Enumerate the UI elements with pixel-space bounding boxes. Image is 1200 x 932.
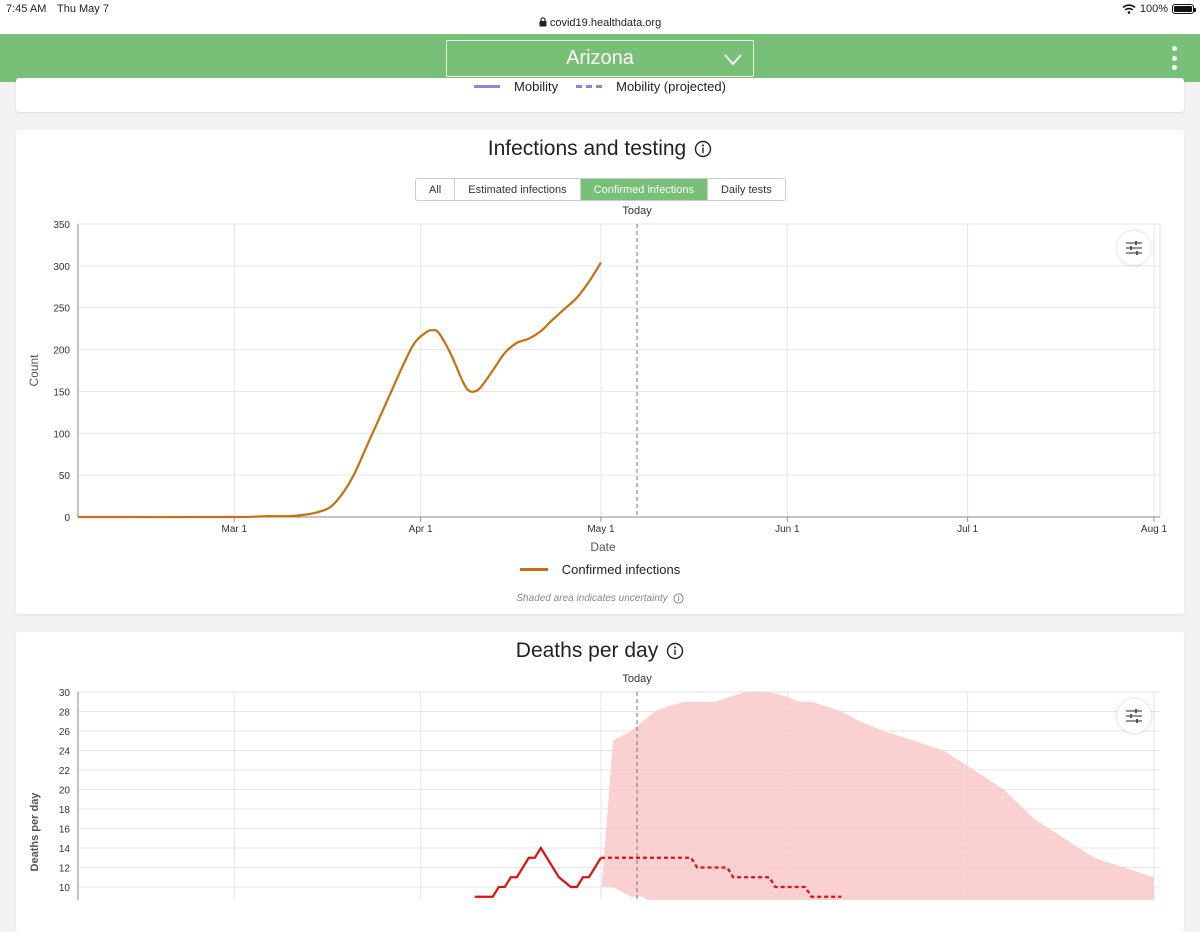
legend-mobility[interactable]: Mobility	[474, 79, 558, 94]
x-tick-label: Jun 1	[775, 524, 800, 535]
deaths-title: Deaths per day	[16, 639, 1184, 663]
status-right: 100%	[1122, 3, 1196, 15]
y-axis-title: Count	[27, 354, 41, 387]
info-icon[interactable]	[673, 593, 684, 604]
y-tick-label: 0	[64, 513, 70, 524]
x-tick-label: Mar 1	[222, 524, 248, 535]
more-menu-icon[interactable]	[1170, 46, 1178, 70]
address-bar[interactable]: covid19.healthdata.org	[0, 17, 1200, 29]
deaths-chart: 10 12 14 16 18 20 22 24 26 28 30 Today Deaths per da…	[29, 673, 1160, 900]
top-nav-bar: Arizona	[0, 34, 1200, 82]
lock-icon	[539, 17, 547, 27]
infections-legend: Confirmed infections	[16, 562, 1184, 577]
infections-title: Infections and testing	[16, 137, 1184, 161]
today-label: Today	[622, 205, 652, 217]
y-tick-label: 30	[59, 688, 71, 699]
y-tick-label: 50	[59, 471, 71, 482]
infections-card: Infections and testing All Estimated inf…	[16, 130, 1184, 614]
y-axis-title: Deaths per day	[29, 792, 41, 872]
y-tick-label: 16	[59, 825, 71, 836]
chart-settings-button[interactable]	[1117, 699, 1151, 733]
today-label: Today	[622, 673, 652, 685]
series-confirmed-infections	[77, 261, 602, 519]
sliders-icon	[1126, 241, 1142, 255]
status-day: Thu May 7	[57, 3, 109, 15]
x-tick-label: Aug 1	[1141, 524, 1168, 535]
wifi-icon	[1122, 4, 1136, 14]
x-tick-label: Apr 1	[409, 524, 433, 535]
tab-daily-tests[interactable]: Daily tests	[707, 179, 785, 200]
y-tick-label: 300	[53, 262, 70, 273]
x-tick-label: Jul 1	[957, 524, 979, 535]
y-tick-label: 20	[59, 786, 71, 797]
chart-settings-button[interactable]	[1117, 231, 1151, 265]
series-projected-deaths	[600, 856, 842, 898]
y-tick-label: 350	[53, 220, 70, 231]
info-icon[interactable]	[694, 140, 712, 158]
uncertainty-band	[600, 692, 1154, 900]
info-icon[interactable]	[666, 642, 684, 660]
uncertainty-note: Shaded area indicates uncertainty	[16, 593, 1184, 604]
legend-swatch	[519, 568, 548, 571]
url-text: covid19.healthdata.org	[549, 17, 662, 29]
y-tick-label: 200	[53, 346, 70, 357]
y-tick-label: 10	[59, 883, 71, 894]
status-time: 7:45 AM	[6, 3, 47, 15]
infection-tabs: All Estimated infections Confirmed infec…	[415, 178, 786, 201]
legend-confirmed-infections[interactable]: Confirmed infections	[561, 562, 681, 577]
y-tick-label: 12	[59, 864, 71, 875]
chevron-down-icon	[724, 54, 742, 66]
y-tick-label: 28	[59, 708, 71, 719]
mobility-card: Mobility Mobility (projected)	[16, 78, 1184, 112]
y-tick-label: 22	[59, 766, 71, 777]
tab-confirmed-infections[interactable]: Confirmed infections	[580, 179, 708, 200]
y-tick-label: 24	[59, 747, 71, 758]
state-dropdown-value: Arizona	[566, 47, 634, 69]
x-tick-label: May 1	[587, 524, 615, 535]
battery-percent: 100%	[1139, 3, 1168, 15]
tab-all[interactable]: All	[416, 179, 456, 200]
y-tick-label: 26	[59, 727, 71, 738]
plot-area	[77, 223, 1161, 518]
deaths-card: Deaths per day 10 12 14 16 18 20 22 24 26 28 30 Tod…	[16, 632, 1184, 932]
series-observed-deaths	[474, 845, 602, 898]
legend-mobility-projected[interactable]: Mobility (projected)	[576, 79, 726, 94]
infections-chart: 0 50 100 150 200 250 300 350 Mar 1 Apr 1 May 1 Jun …	[27, 205, 1168, 554]
mobility-legend: Mobility Mobility (projected)	[16, 79, 1184, 94]
tab-estimated-infections[interactable]: Estimated infections	[455, 179, 581, 200]
state-dropdown[interactable]: Arizona	[446, 40, 754, 77]
status-bar: 7:45 AM Thu May 7 covid19.healthdata.org…	[0, 0, 1200, 34]
y-tick-label: 250	[53, 304, 70, 315]
y-tick-label: 100	[53, 429, 70, 440]
sliders-icon	[1126, 709, 1142, 723]
y-tick-label: 150	[53, 387, 70, 398]
y-tick-label: 14	[59, 844, 71, 855]
y-tick-label: 18	[59, 805, 71, 816]
x-axis-title: Date	[590, 540, 616, 554]
battery-icon	[1172, 4, 1196, 14]
